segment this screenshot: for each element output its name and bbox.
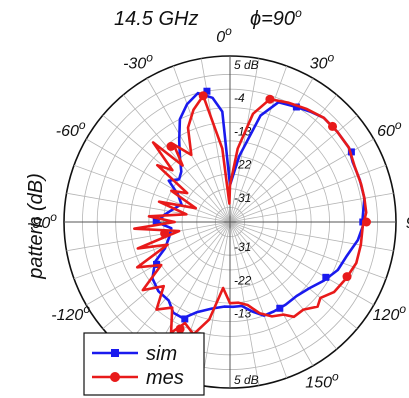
series-marker-mes bbox=[160, 229, 170, 239]
grid-spoke bbox=[229, 58, 260, 223]
angle-label: 90o bbox=[406, 210, 409, 232]
chart-title-phi: ϕ=90o bbox=[250, 6, 302, 30]
grid-spoke bbox=[229, 65, 288, 223]
angle-label: 30o bbox=[310, 51, 335, 73]
series-marker-sim bbox=[152, 218, 160, 226]
grid-spoke bbox=[229, 221, 314, 366]
polar-grid bbox=[63, 55, 397, 389]
grid-spoke bbox=[200, 58, 231, 223]
grid-spoke bbox=[73, 164, 231, 223]
series-marker-mes bbox=[175, 324, 185, 334]
y-axis-label: pattern (dB) bbox=[25, 173, 47, 280]
angle-label: 60o bbox=[377, 118, 402, 140]
radial-tick-label: -4 bbox=[234, 91, 245, 105]
series-marker-sim bbox=[203, 87, 211, 95]
radial-tick-label: 5 dB bbox=[234, 58, 259, 72]
radial-tick-label: -31 bbox=[234, 191, 251, 205]
angle-label: 180o bbox=[213, 394, 247, 398]
grid-spoke bbox=[66, 192, 231, 223]
radial-tick-label-bottom: -22 bbox=[234, 273, 252, 287]
angle-label: -90o bbox=[27, 210, 57, 232]
angle-label: -60o bbox=[56, 118, 86, 140]
grid-spoke bbox=[172, 65, 231, 223]
series-line-mes bbox=[133, 94, 368, 336]
grid-spoke bbox=[229, 164, 387, 223]
grid-spoke bbox=[229, 221, 387, 280]
grid-spoke bbox=[229, 192, 394, 223]
legend-label-sim: sim bbox=[146, 343, 177, 365]
grid-spoke bbox=[229, 221, 374, 306]
grid-spoke bbox=[102, 221, 231, 330]
grid-spoke bbox=[146, 78, 231, 223]
series-marker-sim bbox=[322, 273, 330, 281]
grid-spoke bbox=[229, 221, 358, 330]
series-layer bbox=[133, 87, 371, 336]
grid-spoke bbox=[229, 221, 338, 350]
grid-spoke bbox=[229, 114, 358, 223]
radial-tick-label-bottom: 5 dB bbox=[234, 373, 259, 387]
legend-marker-mes bbox=[110, 372, 120, 382]
radial-tick-label-bottom: -31 bbox=[234, 240, 251, 254]
angle-label: 120o bbox=[373, 302, 407, 324]
legend-box bbox=[83, 332, 205, 396]
series-marker-mes bbox=[342, 272, 352, 282]
series-marker-mes bbox=[198, 91, 208, 101]
grid-spoke bbox=[86, 138, 231, 223]
series-marker-sim bbox=[292, 103, 300, 111]
series-marker-sim bbox=[181, 315, 189, 323]
angle-label: 0o bbox=[216, 24, 232, 46]
legend-marker-sim bbox=[111, 349, 119, 357]
grid-spoke bbox=[73, 221, 231, 280]
angle-label: -120o bbox=[51, 302, 90, 324]
grid-spoke bbox=[229, 221, 288, 379]
legend-label-mes: mes bbox=[146, 367, 184, 389]
series-marker-mes bbox=[328, 121, 338, 131]
grid-spoke bbox=[122, 94, 231, 223]
angle-label: -30o bbox=[123, 51, 153, 73]
grid-spoke bbox=[66, 221, 231, 252]
grid-spoke bbox=[229, 221, 394, 252]
chart-title-frequency: 14.5 GHz bbox=[114, 8, 198, 30]
grid-spoke bbox=[229, 78, 314, 223]
series-marker-sim bbox=[276, 304, 284, 312]
grid-spoke bbox=[122, 221, 231, 350]
angle-label: 150o bbox=[305, 369, 339, 391]
series-marker-mes bbox=[361, 217, 371, 227]
series-marker-mes bbox=[166, 141, 176, 151]
series-marker-mes bbox=[265, 94, 275, 104]
